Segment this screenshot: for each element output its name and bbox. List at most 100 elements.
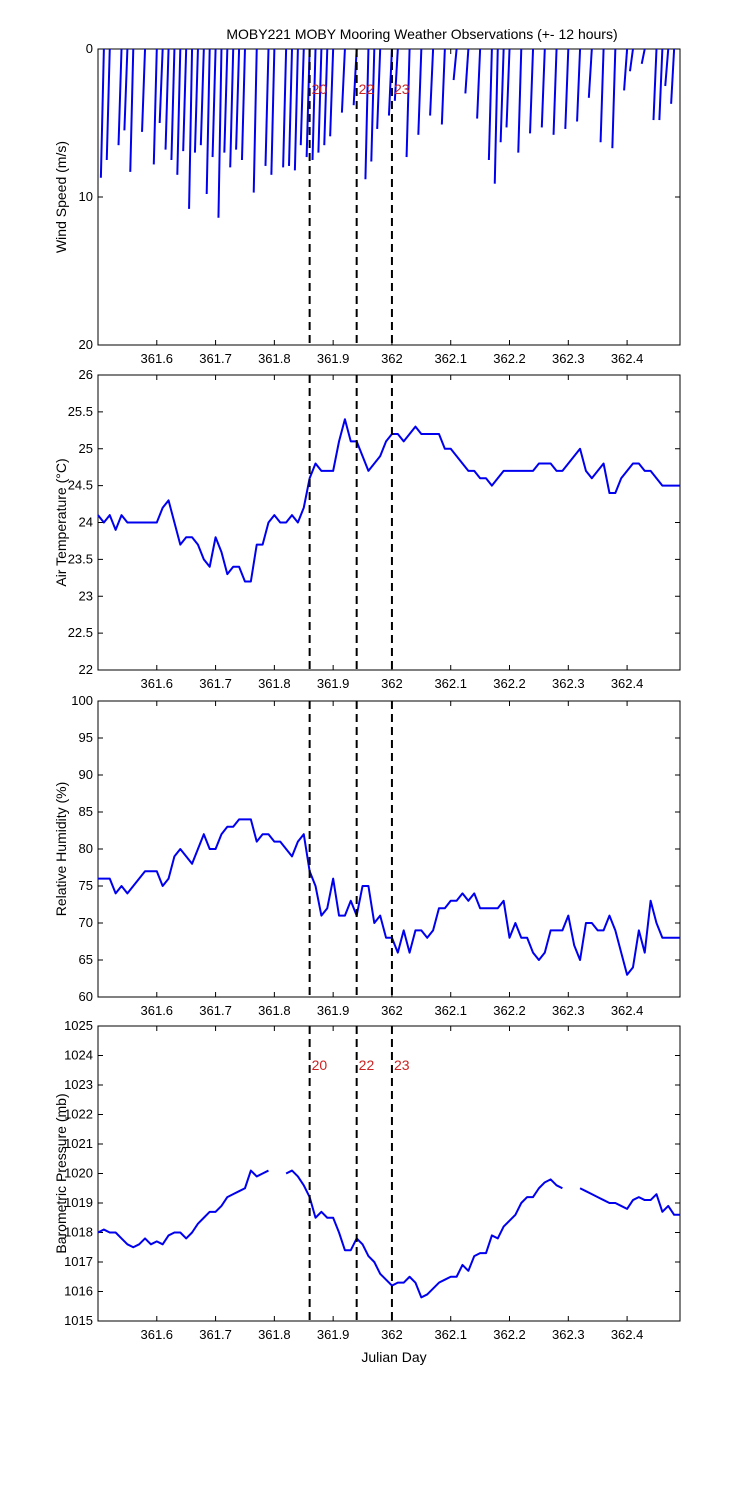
wind-vector xyxy=(199,48,205,146)
panel-4: 361.6 361.7 361.8 361.9 362 362.1 362.2 362.3 36… xyxy=(53,1018,681,1342)
x-tick-label: 361.8 xyxy=(258,676,291,691)
wind-vector xyxy=(329,48,335,137)
wind-vector xyxy=(452,48,458,81)
wind-vector xyxy=(552,48,558,135)
x-tick-label: 362 xyxy=(381,676,403,691)
x-tick-label: 362.2 xyxy=(493,1003,526,1018)
y-tick-label: 1022 xyxy=(64,1107,93,1122)
wind-vector xyxy=(270,48,276,175)
y-tick-label: 85 xyxy=(79,804,93,819)
x-tick-label: 362.1 xyxy=(434,351,467,366)
wind-vector xyxy=(405,48,411,158)
event-marker-label: 20 xyxy=(312,1057,328,1073)
x-tick-label: 361.7 xyxy=(199,676,232,691)
wind-vector xyxy=(299,48,305,146)
y-tick-label: 1025 xyxy=(64,1018,93,1033)
wind-vector xyxy=(176,48,182,175)
x-tick-label: 361.8 xyxy=(258,1327,291,1342)
wind-vector xyxy=(599,48,605,143)
wind-vector xyxy=(264,48,270,166)
wind-vector xyxy=(370,48,376,162)
x-tick-label: 362 xyxy=(381,1327,403,1342)
x-tick-label: 362.1 xyxy=(434,676,467,691)
wind-vector xyxy=(170,48,176,161)
x-tick-label: 361.9 xyxy=(317,1327,350,1342)
wind-vector xyxy=(440,48,446,125)
y-tick-label: 1020 xyxy=(64,1166,93,1181)
series-line-1 xyxy=(98,818,680,976)
wind-vector xyxy=(352,48,358,106)
y-tick-label: 24 xyxy=(79,515,93,530)
x-tick-label: 362.1 xyxy=(434,1003,467,1018)
y-tick-label: 90 xyxy=(79,767,93,782)
x-tick-label: 362.4 xyxy=(611,676,644,691)
x-tick-label: 361.6 xyxy=(141,676,174,691)
y-tick-label: 1016 xyxy=(64,1284,93,1299)
x-tick-label: 362.3 xyxy=(552,1327,585,1342)
y-tick-label: 1018 xyxy=(64,1225,93,1240)
event-marker-label: 23 xyxy=(394,1057,410,1073)
y-tick-label: 22 xyxy=(79,662,93,677)
wind-vector xyxy=(141,48,147,132)
y-tick-label: 1017 xyxy=(64,1254,93,1269)
y-tick-label: 80 xyxy=(79,841,93,856)
event-marker-label: 23 xyxy=(394,81,410,97)
wind-vector xyxy=(152,48,158,165)
y-tick-label: 95 xyxy=(79,730,93,745)
wind-vector xyxy=(623,48,629,91)
plot-frame xyxy=(97,1025,681,1322)
wind-vector xyxy=(317,48,323,153)
wind-vector xyxy=(464,48,470,94)
wind-vector xyxy=(211,48,217,158)
figure-title: MOBY221 MOBY Mooring Weather Observation… xyxy=(226,26,617,42)
x-tick-label: 362.3 xyxy=(552,1003,585,1018)
panel-3: 361.6 361.7 361.8 361.9 362 362.1 362.2 362.3 36… xyxy=(53,693,681,1018)
x-tick-label: 362 xyxy=(381,351,403,366)
y-axis-label: Air Temperature (°C) xyxy=(53,458,69,586)
x-tick-label: 361.6 xyxy=(141,1003,174,1018)
wind-vector xyxy=(387,48,393,116)
wind-vector xyxy=(229,48,235,168)
y-tick-label: 20 xyxy=(79,337,93,352)
y-tick-label: 25 xyxy=(79,441,93,456)
wind-vector xyxy=(323,48,329,146)
x-tick-label: 361.8 xyxy=(258,1003,291,1018)
wind-vector xyxy=(282,48,288,168)
wind-vector xyxy=(499,48,505,143)
y-tick-label: 1024 xyxy=(64,1048,93,1063)
wind-vector xyxy=(476,48,482,119)
x-tick-label: 362.2 xyxy=(493,1327,526,1342)
y-tick-label: 0 xyxy=(86,41,93,56)
x-tick-label: 361.9 xyxy=(317,1003,350,1018)
x-tick-label: 361.6 xyxy=(141,351,174,366)
wind-vector xyxy=(429,48,435,116)
y-tick-label: 75 xyxy=(79,878,93,893)
wind-vector xyxy=(117,48,123,146)
series-line-2 xyxy=(579,1187,680,1216)
wind-vector xyxy=(505,48,511,128)
wind-vector xyxy=(611,48,617,149)
series-line-1 xyxy=(97,418,680,583)
x-tick-label: 362.3 xyxy=(552,676,585,691)
x-tick-label: 361.6 xyxy=(141,1327,174,1342)
wind-vector xyxy=(105,48,111,161)
panel-2: 361.6 361.7 361.8 361.9 362 362.1 362.2 362.3 36… xyxy=(53,367,681,691)
wind-vector xyxy=(123,48,129,131)
x-tick-label: 362.2 xyxy=(493,676,526,691)
wind-vector xyxy=(293,48,299,171)
wind-vector xyxy=(235,48,241,150)
wind-vector xyxy=(223,48,229,153)
wind-vector xyxy=(658,48,664,121)
plot-frame xyxy=(97,374,681,671)
y-tick-label: 25.5 xyxy=(68,404,93,419)
x-tick-label: 361.9 xyxy=(317,351,350,366)
wind-vector xyxy=(364,48,370,180)
y-tick-label: 1023 xyxy=(64,1077,93,1092)
x-tick-label: 361.7 xyxy=(199,351,232,366)
wind-vector xyxy=(540,48,546,128)
wind-vector xyxy=(217,48,223,218)
wind-vector xyxy=(205,48,211,195)
wind-vector xyxy=(640,48,646,64)
x-tick-label: 361.7 xyxy=(199,1327,232,1342)
